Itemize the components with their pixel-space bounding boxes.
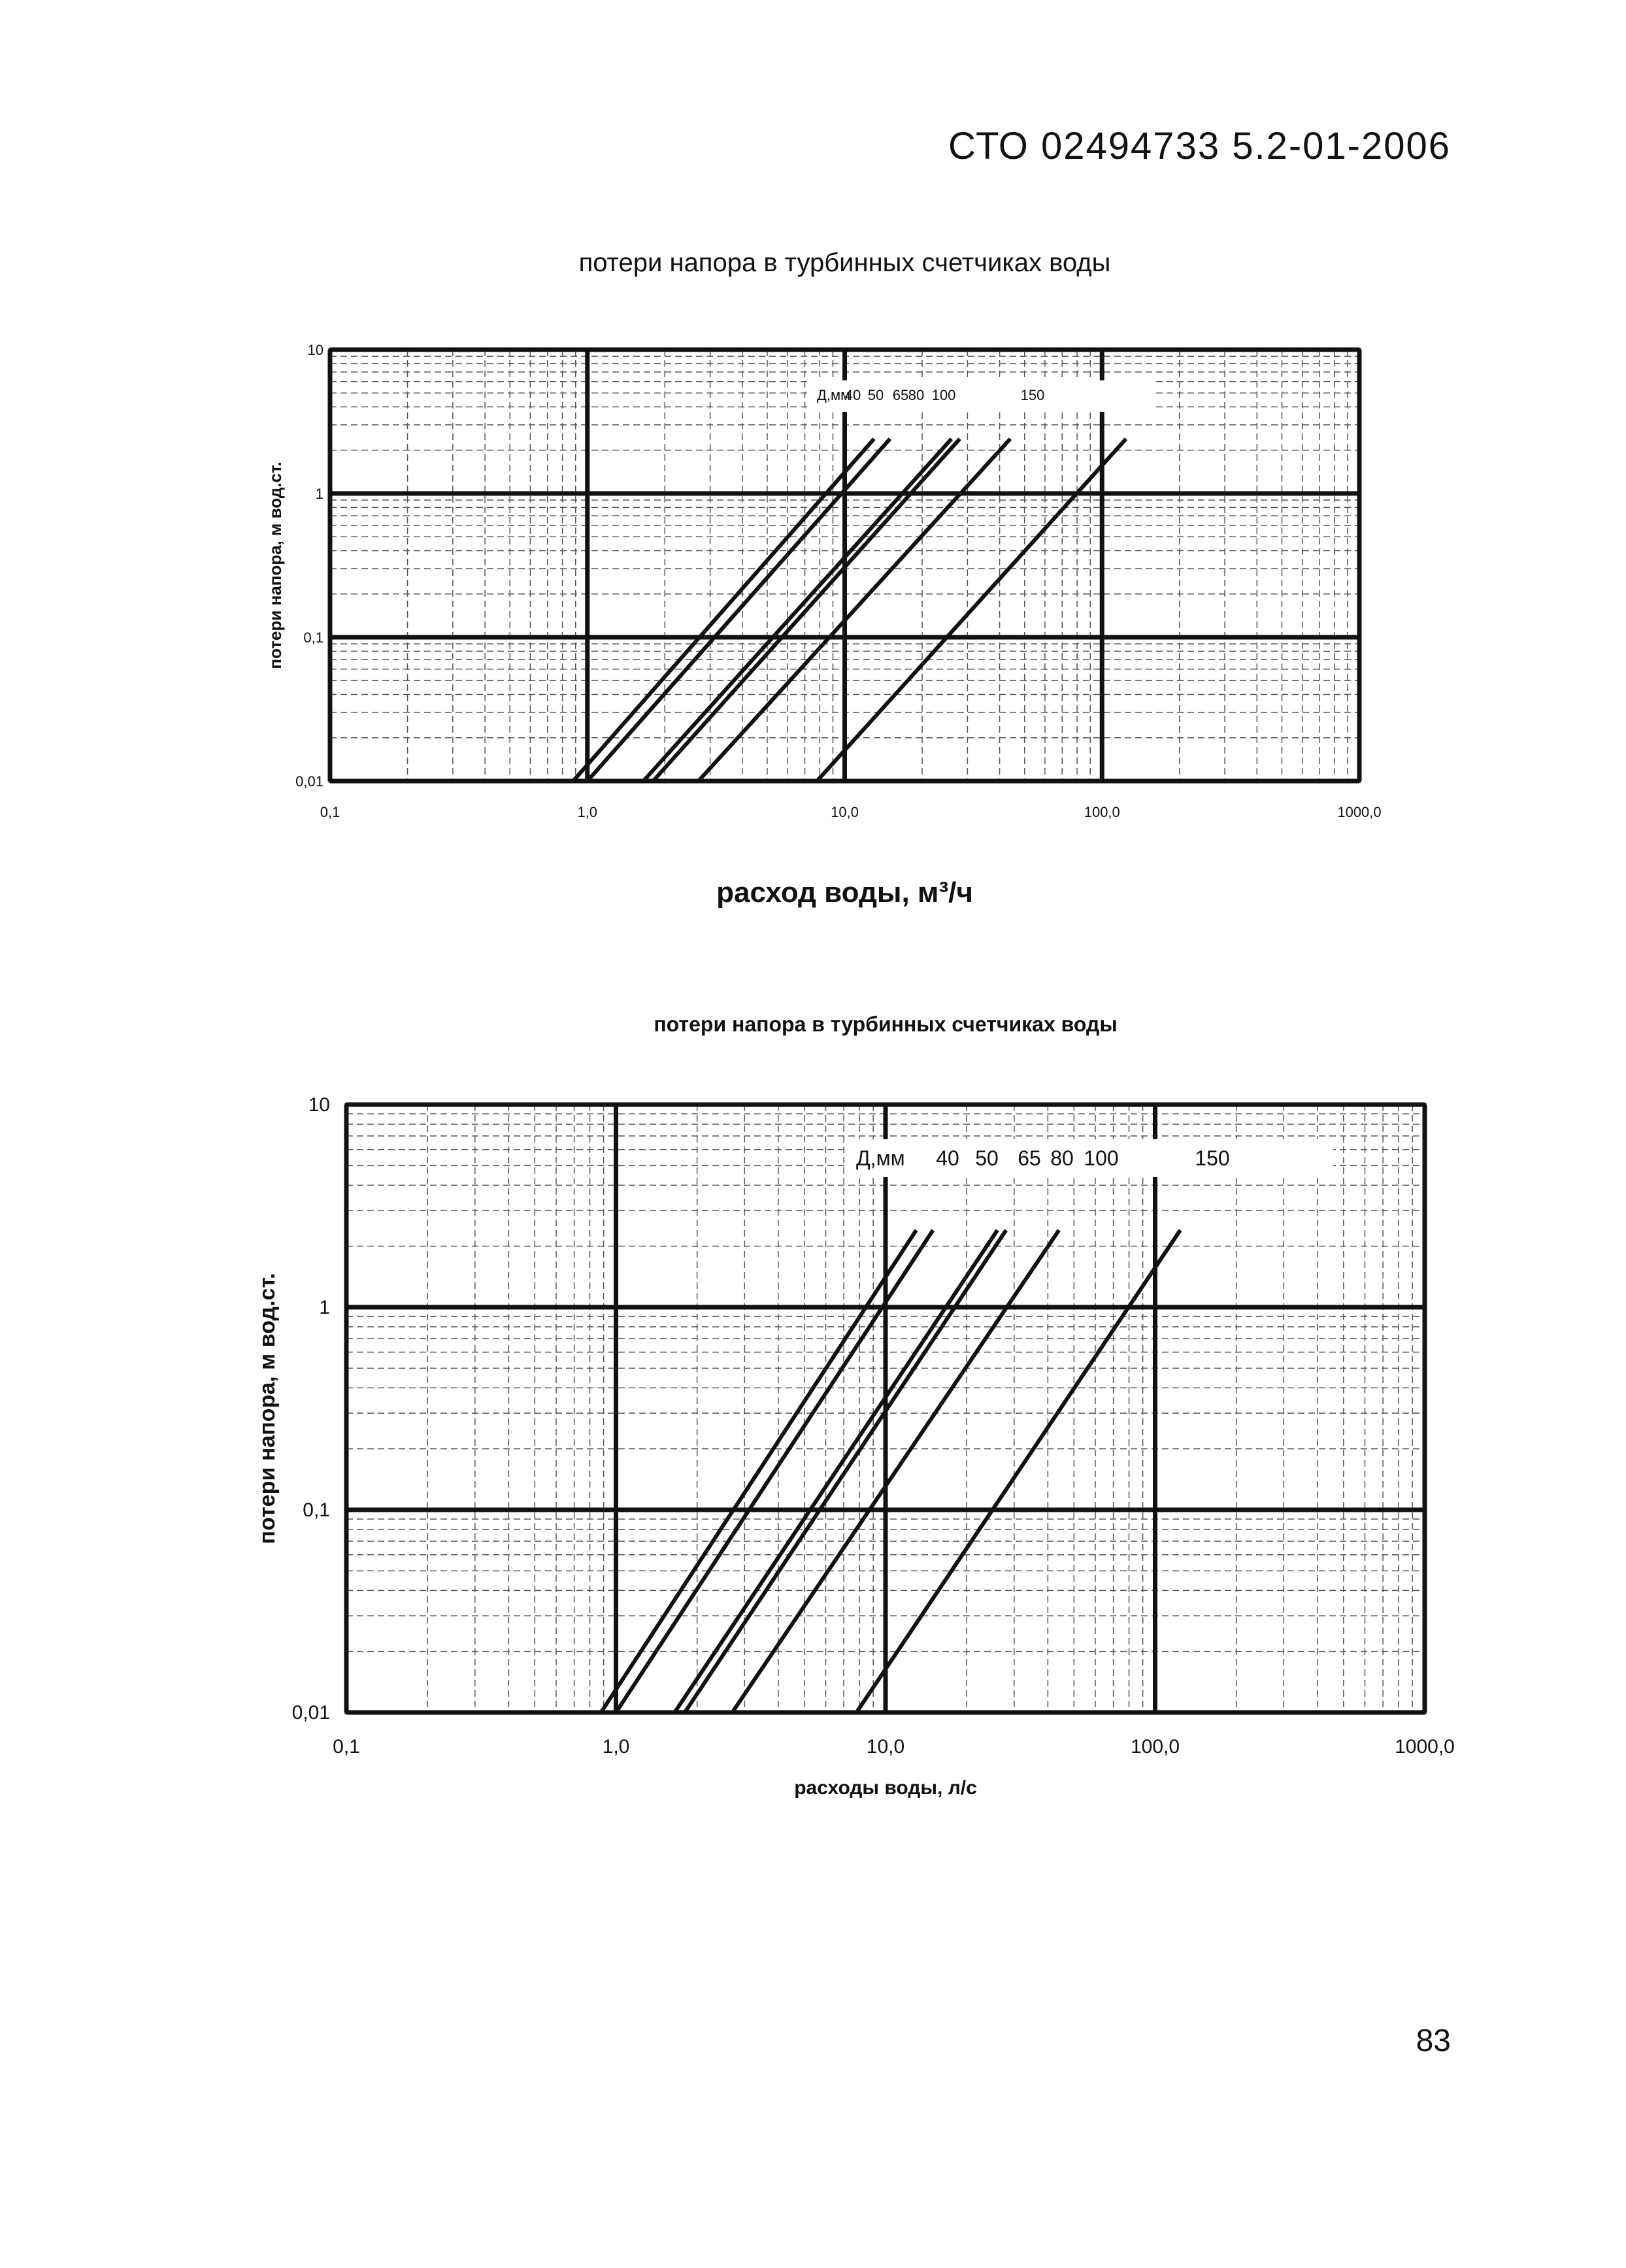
x-tick-label: 100,0 bbox=[1084, 804, 1120, 820]
legend-label-d100: 100 bbox=[932, 387, 956, 403]
series-line-d65 bbox=[642, 437, 954, 783]
x-tick-label: 1000,0 bbox=[1395, 1736, 1455, 1758]
y-tick-label: 0,1 bbox=[303, 1499, 330, 1521]
legend-label-d40: 40 bbox=[936, 1146, 959, 1170]
y-tick-label: 1 bbox=[319, 1297, 330, 1318]
x-tick-label: 10,0 bbox=[831, 804, 859, 820]
series-line-d40 bbox=[571, 437, 876, 782]
x-axis-label: расходы воды, л/с bbox=[794, 1777, 977, 1799]
series-line-d100 bbox=[730, 1229, 1061, 1714]
legend-label-d150: 150 bbox=[1021, 387, 1045, 403]
x-tick-label: 1,0 bbox=[603, 1736, 630, 1758]
x-tick-label: 100,0 bbox=[1131, 1736, 1180, 1758]
x-tick-label: 0,1 bbox=[320, 804, 340, 820]
legend-label-d65: 65 bbox=[1018, 1146, 1041, 1170]
page-number: 83 bbox=[1416, 2024, 1451, 2058]
y-axis-label: потери напора, м вод.ст. bbox=[255, 1273, 280, 1544]
y-tick-label: 0,01 bbox=[292, 1702, 330, 1724]
y-tick-label: 0,1 bbox=[303, 629, 324, 646]
series-line-d50 bbox=[586, 437, 892, 782]
series-line-d100 bbox=[697, 437, 1012, 783]
series-line-d150 bbox=[815, 437, 1128, 783]
x-tick-label: 0,1 bbox=[333, 1736, 360, 1758]
legend-prefix: Д,мм bbox=[856, 1146, 905, 1170]
y-tick-label: 10 bbox=[308, 342, 324, 358]
chart-title: потери напора в турбинных счетчиках воды bbox=[654, 1012, 1117, 1036]
legend-prefix: Д,мм bbox=[817, 387, 850, 403]
chart-1: потери напора в турбинных счетчиках воды… bbox=[265, 248, 1382, 909]
x-tick-label: 1000,0 bbox=[1337, 804, 1381, 820]
chart-title: потери напора в турбинных счетчиках воды bbox=[579, 248, 1111, 277]
x-tick-label: 10,0 bbox=[867, 1736, 904, 1758]
series-line-d80 bbox=[652, 437, 961, 783]
x-tick-label: 1,0 bbox=[577, 804, 597, 820]
legend-label-d40: 40 bbox=[845, 387, 861, 403]
y-tick-label: 0,01 bbox=[295, 773, 324, 790]
legend-label-d80: 80 bbox=[1050, 1146, 1074, 1170]
series-line-d80 bbox=[683, 1229, 1008, 1714]
legend-label-d50: 50 bbox=[868, 387, 884, 403]
legend-label-d80: 80 bbox=[908, 387, 924, 403]
series-line-d40 bbox=[599, 1229, 918, 1714]
y-axis-label: потери напора, м вод.ст. bbox=[265, 461, 285, 669]
plot-frame bbox=[328, 348, 1361, 783]
legend-label-d150: 150 bbox=[1195, 1146, 1229, 1170]
y-tick-label: 10 bbox=[308, 1094, 330, 1116]
legend-label-d50: 50 bbox=[975, 1146, 999, 1170]
y-tick-label: 1 bbox=[316, 486, 324, 502]
plot-frame bbox=[344, 1103, 1427, 1714]
series-line-d50 bbox=[614, 1229, 935, 1714]
document-code: СТО 02494733 5.2-01-2006 bbox=[948, 125, 1451, 167]
legend-label-d65: 65 bbox=[893, 387, 908, 403]
series-line-d150 bbox=[855, 1229, 1182, 1714]
x-axis-label: расход воды, м³/ч bbox=[716, 876, 973, 909]
legend-background bbox=[846, 1139, 1333, 1177]
series-line-d65 bbox=[672, 1229, 999, 1714]
legend-background bbox=[807, 380, 1153, 412]
legend-label-d100: 100 bbox=[1084, 1146, 1118, 1170]
chart-2: потери напора в турбинных счетчиках воды… bbox=[255, 1012, 1455, 1799]
